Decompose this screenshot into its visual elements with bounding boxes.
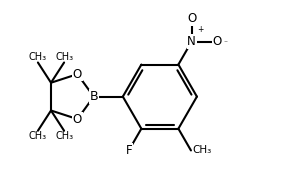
Text: O: O (213, 35, 222, 48)
Text: CH₃: CH₃ (192, 145, 211, 156)
Text: B: B (90, 90, 98, 103)
Text: +: + (198, 25, 204, 34)
Text: O: O (73, 68, 82, 81)
Text: ⁻: ⁻ (223, 38, 227, 47)
Text: CH₃: CH₃ (29, 52, 47, 62)
Text: CH₃: CH₃ (29, 131, 47, 141)
Text: N: N (187, 35, 196, 48)
Text: F: F (126, 144, 132, 157)
Text: CH₃: CH₃ (55, 52, 73, 62)
Text: O: O (187, 12, 196, 25)
Text: O: O (73, 112, 82, 126)
Text: CH₃: CH₃ (55, 131, 73, 141)
